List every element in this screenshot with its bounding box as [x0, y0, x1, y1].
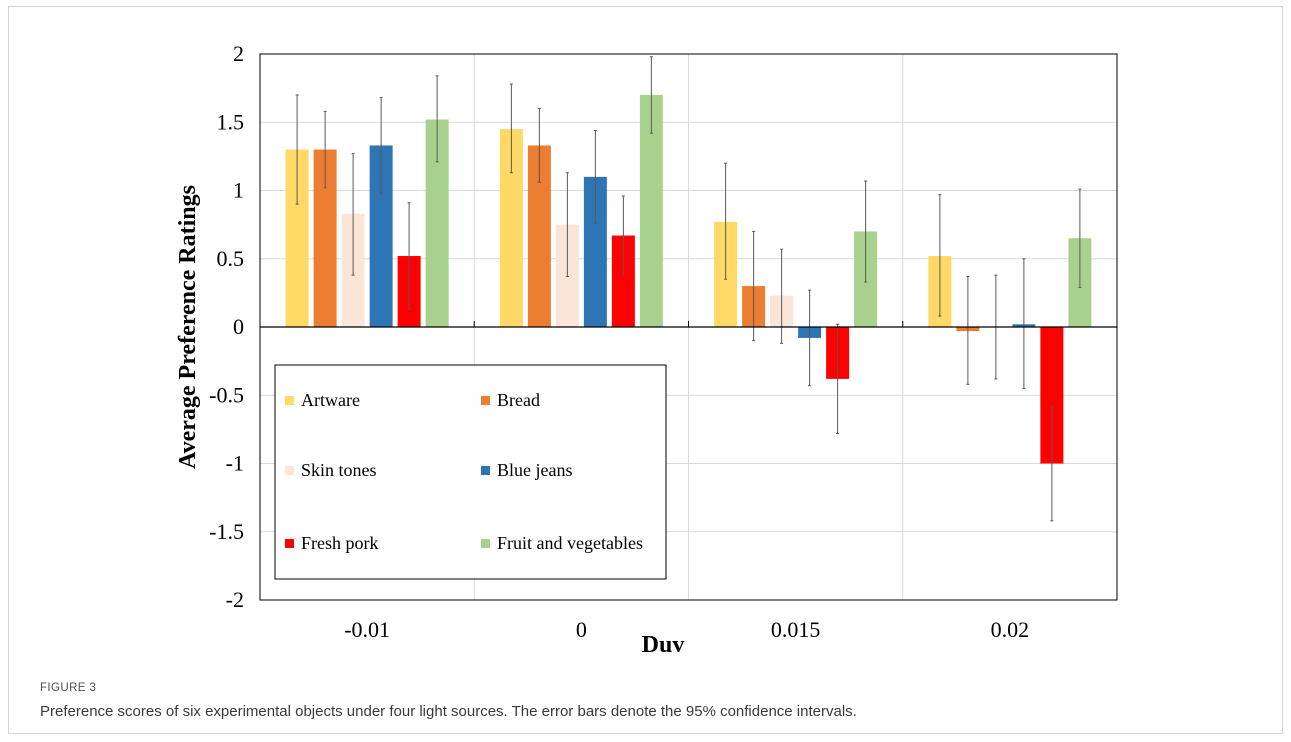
bar: [639, 94, 663, 327]
legend-swatch: [481, 539, 490, 548]
legend-label: Skin tones: [301, 460, 377, 480]
legend-swatch: [285, 466, 294, 475]
bar: [1040, 327, 1064, 464]
legend-label: Artware: [301, 390, 360, 410]
x-axis-title: Duv: [642, 632, 685, 658]
bar: [499, 129, 523, 327]
bar: [285, 149, 309, 327]
figure-caption: Preference scores of six experimental ob…: [40, 703, 857, 720]
y-tick-label: 1: [233, 178, 244, 203]
x-tick-label: 0.02: [991, 617, 1030, 642]
bar: [583, 176, 607, 327]
bar: [611, 235, 635, 327]
y-tick-label: 0.5: [217, 246, 245, 271]
legend-swatch: [481, 396, 490, 405]
legend-box: [274, 364, 667, 580]
y-tick-label: -2: [226, 587, 244, 612]
legend-label: Fruit and vegetables: [497, 533, 643, 553]
y-tick-label: -0.5: [209, 382, 244, 407]
bar: [527, 145, 551, 327]
y-axis-title: Average Preference Ratings: [175, 185, 201, 469]
legend-label: Bread: [497, 390, 540, 410]
legend-swatch: [285, 539, 294, 548]
bar: [425, 119, 449, 328]
legend-swatch: [481, 466, 490, 475]
legend: Artware Bread Skin tones Blue jeans Fresh po…: [274, 364, 667, 580]
x-tick-label: 0.015: [771, 617, 821, 642]
y-tick-label: -1.5: [209, 519, 244, 544]
y-tick-label: 0: [233, 314, 244, 339]
bars: [285, 56, 1092, 522]
figure-label: FIGURE 3: [40, 682, 97, 694]
bar-chart: 2 1.5 1 0.5 0 -0.5 -1 -1.5 -2 -0.01 0 0.015 0.02 Ave…: [175, 41, 1118, 658]
x-tick-label: 0: [576, 617, 587, 642]
legend-label: Fresh pork: [301, 533, 379, 553]
legend-swatch: [285, 396, 294, 405]
x-tick-label: -0.01: [344, 617, 390, 642]
y-tick-label: -1: [226, 451, 244, 476]
tick-labels: 2 1.5 1 0.5 0 -0.5 -1 -1.5 -2 -0.01 0 0.015 0.02: [209, 41, 1029, 642]
y-tick-label: 1.5: [217, 109, 245, 134]
legend-label: Blue jeans: [497, 460, 572, 480]
y-tick-label: 2: [233, 41, 244, 66]
bar: [313, 149, 337, 327]
bar: [369, 145, 393, 327]
